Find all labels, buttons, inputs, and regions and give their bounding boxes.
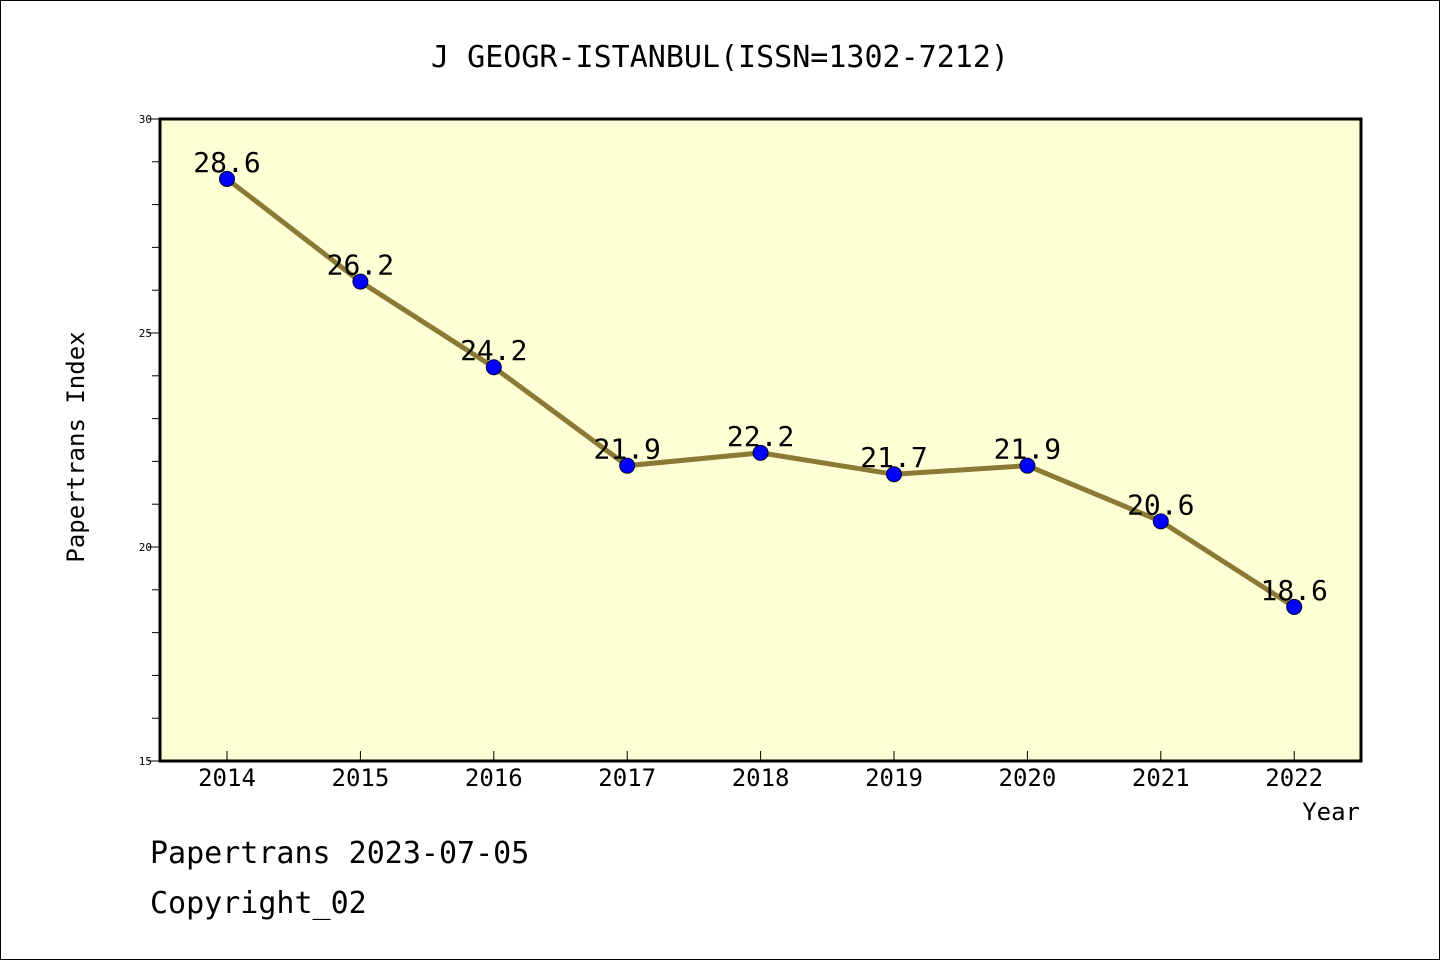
data-label: 21.7	[860, 441, 927, 474]
data-label: 24.2	[460, 334, 527, 367]
data-label: 21.9	[593, 433, 660, 466]
footer-date: Papertrans 2023-07-05	[150, 836, 530, 871]
x-tick-label: 2018	[732, 764, 790, 792]
data-label: 22.2	[727, 420, 794, 453]
data-point	[1286, 598, 1303, 615]
x-axis-ticks: 2014 2015 2016 2017 2018 2019 2020 2021 2022	[198, 751, 1323, 792]
y-tick-label: 20	[139, 541, 152, 554]
data-label: 26.2	[327, 249, 394, 282]
data-label: 18.6	[1260, 574, 1327, 607]
x-tick-label: 2017	[598, 764, 656, 792]
data-point	[219, 170, 235, 187]
data-label: 20.6	[1127, 488, 1194, 521]
data-label: 21.9	[994, 433, 1061, 466]
data-label: 28.6	[193, 146, 260, 179]
data-labels: 28.6 26.2 24.2 21.9 22.2 21.7 21.9 20.6 18.6	[193, 146, 1328, 607]
data-point	[352, 273, 369, 290]
footer-copyright: Copyright_02	[150, 886, 367, 921]
y-tick-label: 30	[139, 113, 152, 126]
y-tick-label: 25	[139, 327, 152, 340]
x-tick-label: 2014	[198, 764, 256, 792]
x-tick-label: 2016	[465, 764, 523, 792]
x-axis-label: Year	[1302, 798, 1360, 826]
y-axis-ticks: 15 20 25 30	[139, 113, 160, 768]
data-points	[219, 170, 1303, 615]
x-tick-label: 2015	[332, 764, 390, 792]
data-point	[619, 457, 636, 474]
chart-title: J GEOGR-ISTANBUL(ISSN=1302-7212)	[431, 40, 1009, 75]
x-tick-label: 2021	[1132, 764, 1190, 792]
y-tick-label: 15	[139, 755, 152, 768]
data-point	[1019, 457, 1036, 474]
y-axis-label: Papertrans Index	[62, 331, 90, 562]
x-tick-label: 2019	[865, 764, 923, 792]
data-point	[485, 359, 502, 376]
data-point	[1152, 513, 1169, 530]
data-point	[886, 466, 902, 483]
plot-area	[158, 117, 1363, 763]
x-tick-label: 2020	[999, 764, 1057, 792]
data-point	[752, 444, 769, 461]
x-tick-label: 2022	[1265, 764, 1323, 792]
